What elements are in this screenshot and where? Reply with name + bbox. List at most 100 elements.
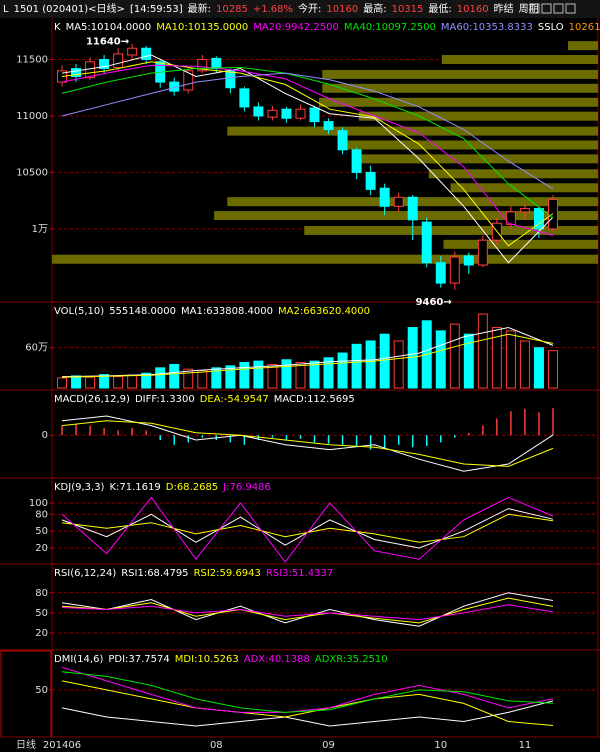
- legend-item: 10285: [216, 4, 248, 15]
- candle-body: [127, 47, 138, 56]
- candle-body: [99, 59, 110, 70]
- x-tick-label: 08: [210, 740, 223, 751]
- indicator-line: [61, 420, 554, 467]
- legend-item: MACD:112.5695: [274, 394, 355, 405]
- indicator-line: [61, 64, 554, 236]
- legend-item: 今开:: [298, 2, 321, 15]
- legend-item: 555148.0000: [109, 306, 176, 317]
- price-volume-bar: [227, 126, 599, 136]
- legend-item: 最新:: [188, 2, 211, 15]
- candle-body: [379, 187, 390, 207]
- volume-bar: [351, 343, 362, 389]
- y-tick-label: 50: [35, 685, 48, 696]
- price-volume-bar: [304, 225, 598, 235]
- legend-item: DIFF:1.3300: [135, 394, 195, 405]
- candle-body: [337, 130, 348, 151]
- x-tick-label: 11: [519, 740, 532, 751]
- volume-bar: [337, 352, 348, 389]
- volume-bar: [309, 360, 320, 389]
- candle-body: [463, 255, 474, 266]
- candle-body: [197, 59, 208, 72]
- legend-item: 10261.2500: [569, 22, 600, 33]
- volume-bar: [127, 374, 138, 389]
- volume-bar: [141, 372, 152, 389]
- legend-item: 1501 (020401)<日线>: [14, 2, 125, 15]
- volume-bar: [197, 370, 208, 389]
- legend-item: D:68.2685: [166, 482, 218, 493]
- y-tick-label: 60万: [25, 343, 48, 354]
- indicator-line: [61, 66, 554, 219]
- candle-body: [519, 208, 530, 213]
- volume-bar: [323, 357, 334, 389]
- volume-bar: [449, 323, 460, 389]
- legend-item: 周期: [519, 3, 539, 15]
- price-volume-bar: [450, 183, 598, 193]
- price-volume-bar: [441, 55, 598, 65]
- toolbar-icons: [529, 3, 576, 14]
- legend-item: MACD(26,12,9): [54, 394, 130, 405]
- x-tick-label: 09: [322, 740, 335, 751]
- price-volume-bar: [428, 169, 598, 179]
- candle-body: [239, 88, 250, 108]
- legend-item: KDJ(9,3,3): [54, 482, 105, 493]
- volume-bar: [295, 361, 306, 389]
- volume-bar: [225, 365, 236, 389]
- price-volume-bar: [322, 69, 598, 79]
- indicator-line: [61, 513, 554, 543]
- volume-bar: [267, 363, 278, 389]
- legend-item: 10160: [326, 4, 358, 15]
- candle-body: [407, 196, 418, 221]
- candle-body: [267, 109, 278, 118]
- price-volume-bar: [322, 83, 598, 93]
- volume-bar: [379, 333, 390, 389]
- indicator-line: [61, 604, 554, 621]
- price-volume-bar: [339, 140, 598, 150]
- legend-item: 最低:: [428, 2, 451, 15]
- indicator-line: [61, 326, 554, 378]
- volume-bar: [71, 375, 82, 389]
- legend-item: MA10:10135.0000: [156, 22, 248, 33]
- indicator-line: [61, 72, 554, 190]
- y-tick-label: 0: [42, 430, 48, 441]
- legend-item: 最高:: [363, 2, 386, 15]
- candle-body: [113, 53, 124, 68]
- y-tick-label: 100: [29, 498, 48, 509]
- price-volume-bar: [318, 97, 598, 107]
- candle-body: [253, 106, 264, 117]
- legend-item: 10315: [392, 4, 424, 15]
- icon[interactable]: [565, 3, 576, 14]
- indicator-line: [61, 666, 554, 713]
- price-volume-bar: [567, 41, 598, 51]
- indicator-line: [61, 54, 554, 264]
- volume-bar: [477, 313, 488, 389]
- candle-body: [225, 70, 236, 89]
- legend-item: MA60:10353.8333: [441, 22, 533, 33]
- volume-bar: [169, 363, 180, 389]
- legend-item: RSI1:68.4795: [121, 568, 188, 579]
- y-tick-label: 20: [35, 628, 48, 639]
- indicator-line: [61, 333, 554, 378]
- volume-bar: [155, 367, 166, 389]
- y-tick-label: 11000: [16, 111, 48, 122]
- icon[interactable]: [541, 3, 552, 14]
- indicator-line: [61, 671, 554, 713]
- y-tick-label: 20: [35, 543, 48, 554]
- legend-item: PDI:37.7574: [108, 654, 169, 665]
- legend-item: K: [54, 22, 61, 33]
- volume-bar: [519, 340, 530, 389]
- volume-bar: [463, 333, 474, 389]
- legend-item: SSLO: [538, 22, 564, 33]
- candle-body: [281, 108, 292, 119]
- legend-item: MDI:10.5263: [175, 654, 239, 665]
- indicator-line: [61, 415, 554, 472]
- icon[interactable]: [529, 3, 540, 14]
- legend-item: [14:59:53]: [130, 4, 183, 15]
- price-volume-bar: [52, 254, 598, 264]
- candle-body: [477, 239, 488, 266]
- icon[interactable]: [553, 3, 564, 14]
- annotation: 9460→: [416, 297, 452, 308]
- legend-item: MA1:633808.4000: [181, 306, 273, 317]
- legend-item: MA20:9942.2500: [253, 22, 339, 33]
- candle-body: [533, 208, 544, 230]
